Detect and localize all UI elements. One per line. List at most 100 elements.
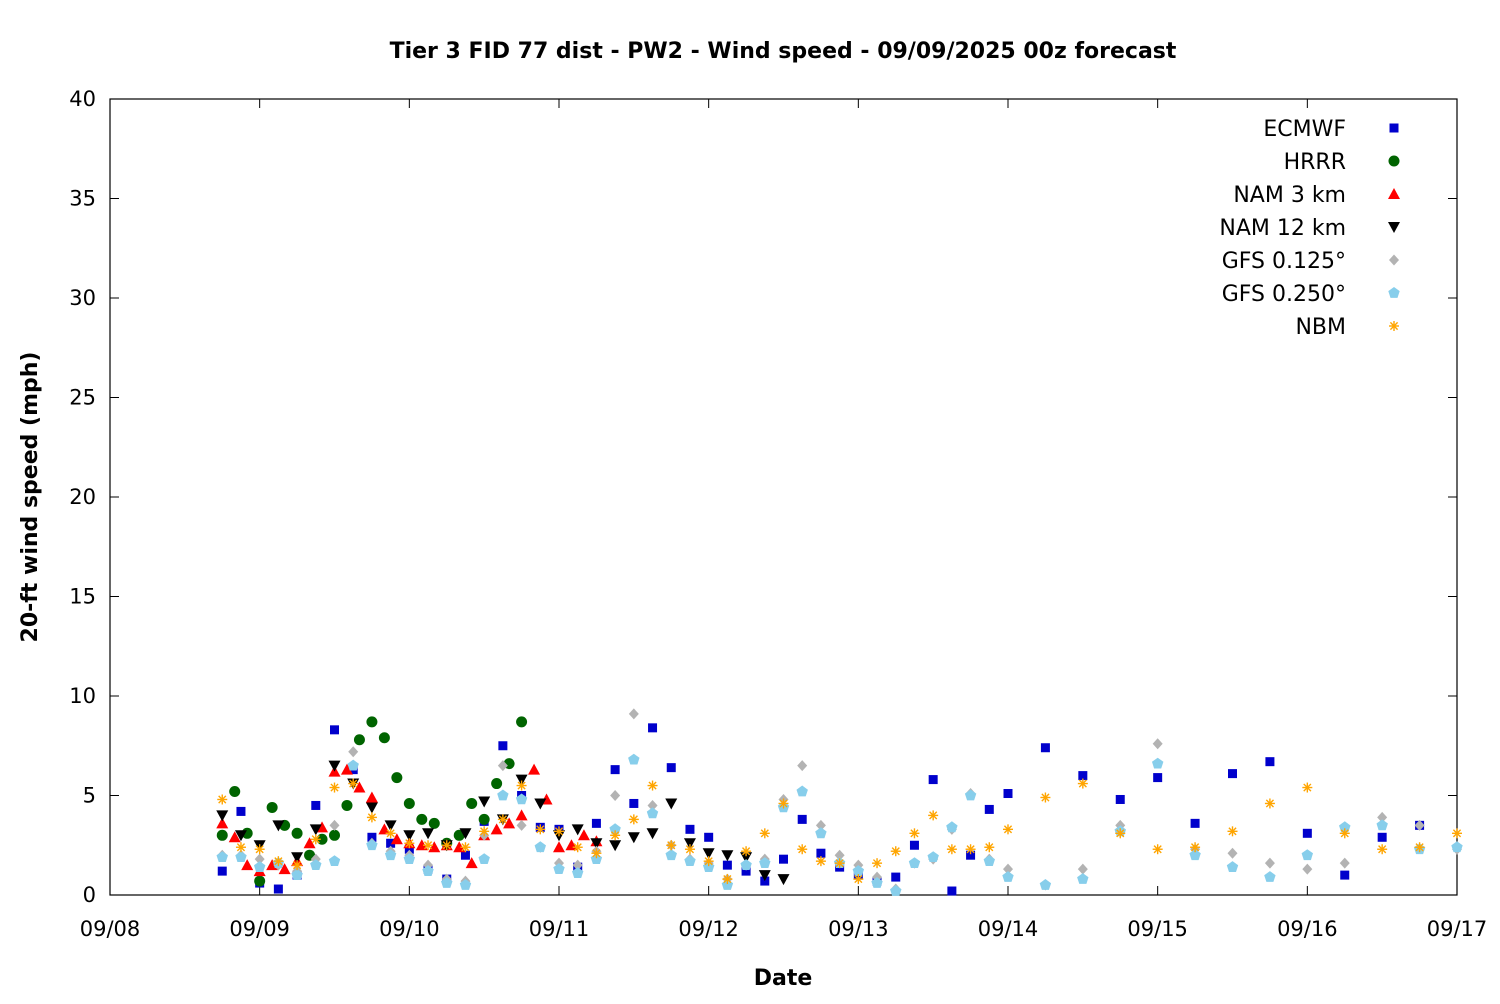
y-tick-label: 10 — [69, 684, 96, 708]
nbm-point — [1040, 792, 1051, 803]
gfs-0-250-point — [515, 793, 528, 805]
hrrr-point — [341, 799, 353, 811]
nbm-point — [815, 856, 826, 867]
nam-12-km-point — [272, 820, 285, 832]
nbm-point — [778, 798, 789, 809]
ecmwf-point — [236, 806, 246, 816]
nbm-point — [610, 830, 621, 841]
gfs-0-250-point — [403, 853, 415, 864]
nam-12-km-point — [609, 840, 622, 852]
gfs-0-125-point — [647, 799, 658, 811]
gfs-0-250-point — [1002, 871, 1014, 882]
nam-3-km-point — [390, 833, 403, 845]
legend-label: NBM — [1295, 315, 1346, 340]
nbm-point — [1414, 842, 1425, 853]
gfs-0-250-point — [216, 851, 228, 862]
legend: ECMWF HRRR NAM 3 km NAM 12 km GFS 0.125° GFS … — [1219, 117, 1400, 340]
nam-12-km-point — [702, 848, 715, 860]
legend-marker — [1388, 222, 1400, 233]
gfs-0-250-point — [796, 785, 808, 797]
ecmwf-point — [1190, 818, 1200, 828]
nbm-point — [722, 874, 733, 885]
ecmwf-point — [984, 804, 994, 814]
y-tick-label: 5 — [83, 784, 96, 808]
nam-12-km-point — [216, 810, 229, 822]
nbm-point — [1077, 778, 1088, 789]
nbm-point — [591, 848, 602, 859]
ecmwf-point — [909, 840, 919, 850]
nbm-point — [684, 844, 695, 855]
gfs-0-250-point — [740, 859, 752, 870]
gfs-0-250-point — [1376, 819, 1388, 831]
nbm-point — [254, 844, 265, 855]
ecmwf-point — [1228, 769, 1237, 779]
nam-12-km-point — [403, 830, 416, 842]
nbm-point — [703, 856, 714, 867]
nbm-point — [628, 814, 639, 825]
gfs-0-250-point — [871, 877, 883, 888]
ecmwf-point — [460, 850, 470, 860]
nam-12-km-point — [777, 874, 790, 886]
gfs-0-250-point — [534, 841, 546, 853]
x-tick-label: 09/13 — [828, 917, 889, 941]
gfs-0-125-point — [1339, 857, 1350, 869]
gfs-0-250-point — [1189, 849, 1201, 861]
legend-marker — [1389, 123, 1399, 133]
nbm-point — [554, 826, 564, 837]
nam-3-km-point — [340, 763, 353, 775]
nbm-point — [348, 778, 359, 789]
gfs-0-250-point — [347, 759, 359, 771]
x-tick-label: 09/14 — [978, 917, 1039, 941]
nam-3-km-point — [503, 817, 516, 829]
nbm-point — [423, 840, 434, 851]
nbm-point — [310, 834, 321, 845]
ecmwf-point — [666, 763, 676, 773]
nam-12-km-point — [534, 798, 547, 810]
ecmwf-point — [273, 884, 283, 894]
nbm-point — [292, 860, 303, 871]
nam-3-km-point — [428, 841, 441, 853]
nbm-point — [1452, 828, 1462, 839]
x-tick-label: 09/10 — [379, 917, 440, 941]
nbm-point — [1227, 826, 1238, 837]
gfs-0-125-point — [1077, 863, 1088, 875]
nbm-point — [441, 840, 452, 851]
gfs-0-250-point — [946, 821, 958, 833]
legend-marker — [1388, 188, 1400, 199]
nbm-point — [516, 780, 527, 791]
nam-12-km-point — [571, 824, 584, 836]
data-points — [216, 708, 1463, 896]
nbm-point — [235, 842, 246, 853]
hrrr-point — [216, 829, 228, 841]
legend-marker — [1389, 254, 1399, 266]
nbm-point — [1302, 782, 1313, 793]
ecmwf-point — [404, 844, 414, 854]
gfs-0-250-point — [291, 869, 303, 880]
gfs-0-250-point — [1226, 861, 1239, 872]
ecmwf-point — [1040, 743, 1050, 753]
nam-12-km-point — [683, 838, 696, 850]
nbm-point — [535, 824, 546, 835]
y-axis-ticks: 0 5 10 15 20 25 30 35 40 — [69, 87, 1457, 907]
ecmwf-point — [685, 824, 695, 834]
hrrr-point — [291, 827, 303, 839]
gfs-0-250-point — [1264, 871, 1276, 882]
hrrr-point — [366, 716, 378, 728]
gfs-0-125-point — [254, 853, 265, 865]
ecmwf-point — [1377, 832, 1387, 842]
gfs-0-250-point — [1301, 849, 1313, 861]
ecmwf-point — [330, 725, 339, 735]
hrrr-point — [254, 875, 266, 887]
gfs-0-250-point — [497, 789, 509, 801]
y-tick-label: 15 — [69, 585, 96, 609]
series-nbm — [217, 778, 1462, 885]
x-axis-ticks: 09/08 09/09 09/10 09/11 09/12 09/13 09/14 09/15… — [80, 99, 1487, 941]
ecmwf-point — [1078, 771, 1088, 781]
nam-12-km-point — [234, 830, 247, 842]
gfs-0-125-point — [497, 760, 508, 772]
gfs-0-250-point — [964, 789, 977, 801]
nbm-point — [329, 782, 340, 793]
legend-marker — [1388, 287, 1400, 298]
